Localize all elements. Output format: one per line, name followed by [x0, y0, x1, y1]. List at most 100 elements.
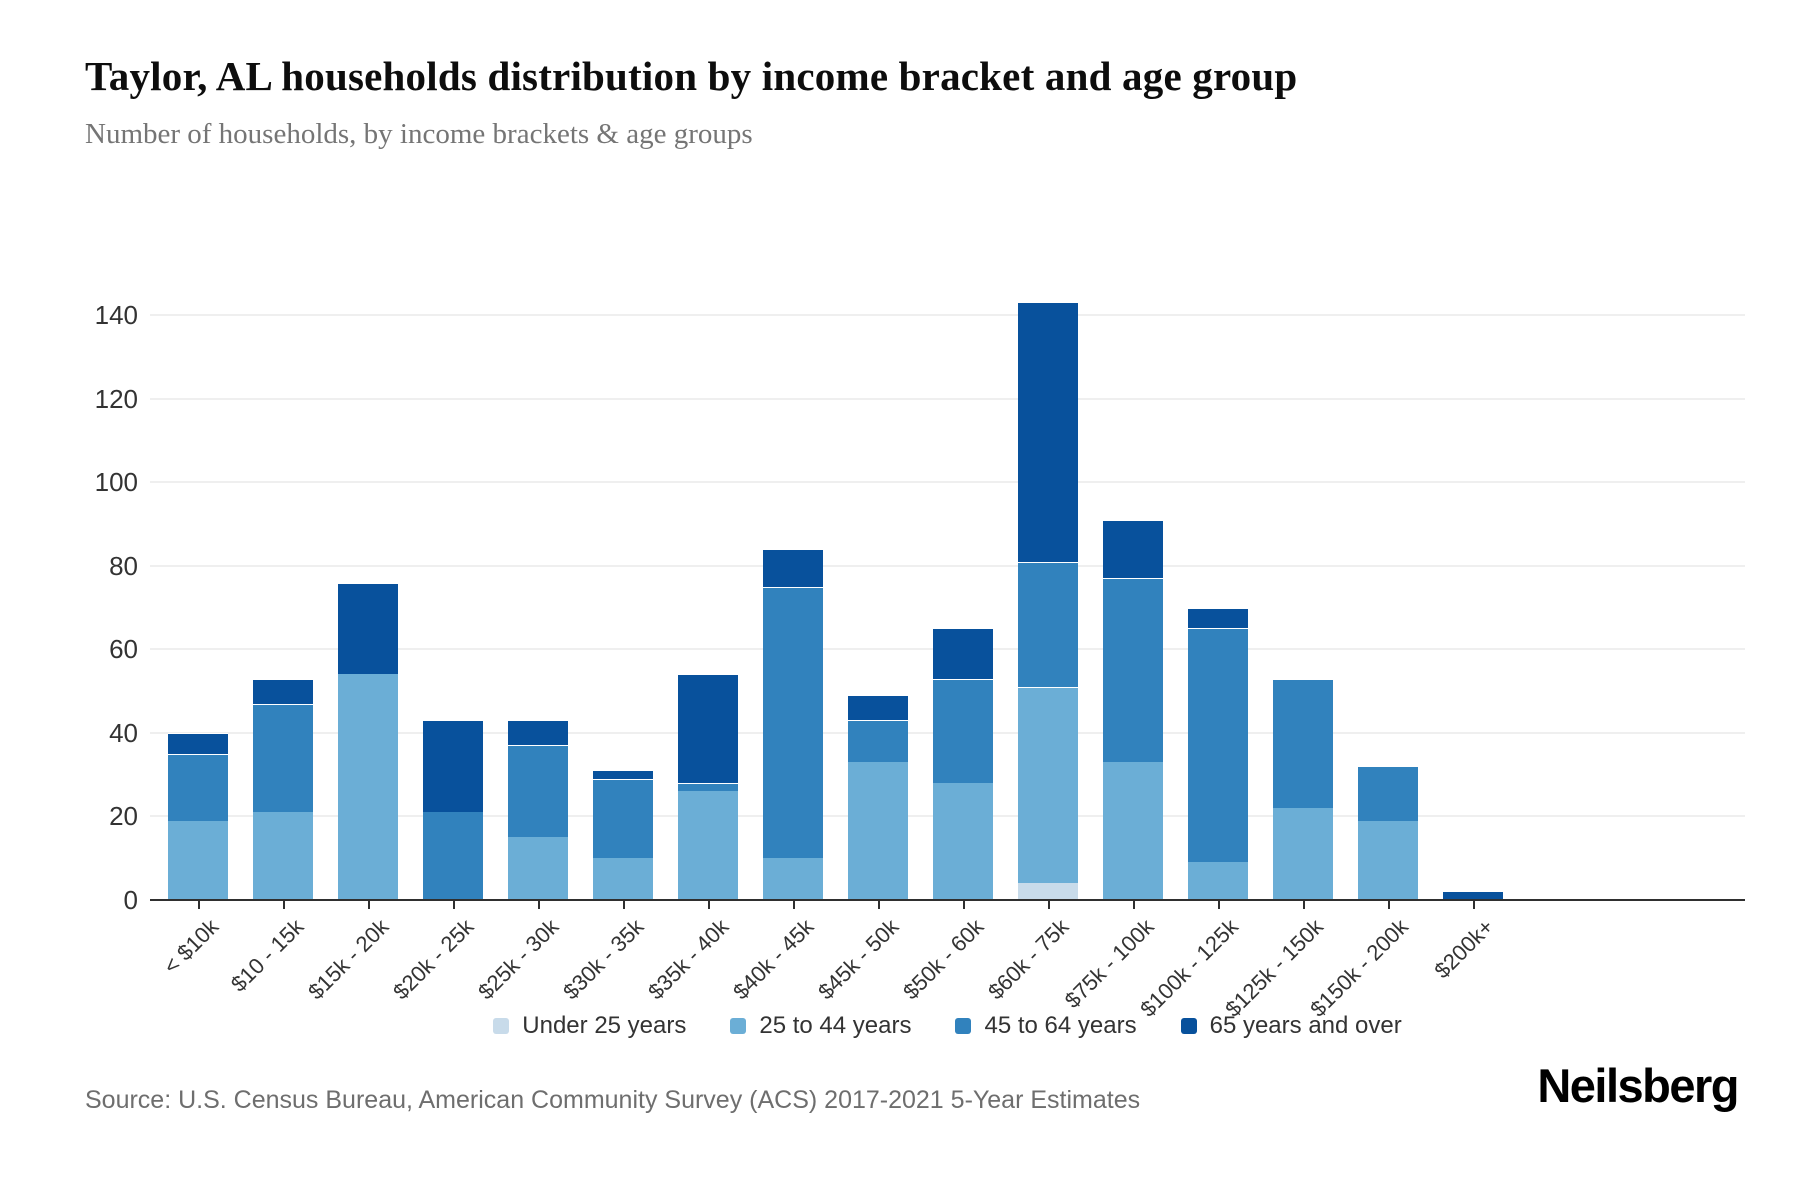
- x-axis-tick: [367, 901, 370, 909]
- bar-segment[interactable]: [1187, 628, 1248, 863]
- bar-segment[interactable]: [422, 812, 483, 900]
- bar-segment[interactable]: [932, 628, 993, 679]
- y-tick-label: 80: [109, 550, 138, 581]
- x-axis-tick: [962, 901, 965, 909]
- gridline-y100: [150, 481, 1745, 484]
- bar-segment[interactable]: [592, 858, 653, 900]
- stacked-bar[interactable]: [1272, 678, 1333, 900]
- bar-segment[interactable]: [1272, 808, 1333, 900]
- bar-segment[interactable]: [167, 753, 228, 821]
- bar-segment[interactable]: [1357, 766, 1418, 821]
- x-category-label: $50k - 60k: [897, 914, 989, 1005]
- bars-layer: < $10k $10 - 15k $15k - 20k $20k - 25k $25k …: [155, 302, 1515, 1022]
- bar-segment[interactable]: [1272, 678, 1333, 809]
- x-category-label: < $10k: [158, 914, 224, 979]
- stacked-bar[interactable]: [932, 628, 993, 900]
- bar-segment[interactable]: [337, 674, 398, 900]
- bar-segment[interactable]: [1017, 883, 1078, 900]
- stacked-bar[interactable]: [847, 695, 908, 900]
- stacked-bar[interactable]: [1357, 766, 1418, 900]
- bar-segment[interactable]: [1102, 519, 1163, 579]
- bar-segment[interactable]: [592, 778, 653, 859]
- x-axis-tick: [792, 901, 795, 909]
- x-axis-tick: [1472, 901, 1475, 909]
- bar-segment[interactable]: [932, 783, 993, 900]
- y-tick-label: 60: [109, 634, 138, 665]
- stacked-bar[interactable]: [762, 549, 823, 900]
- legend-item[interactable]: 25 to 44 years: [730, 1012, 911, 1040]
- bar-segment[interactable]: [762, 586, 823, 859]
- bar-segment[interactable]: [932, 678, 993, 783]
- bar-segment[interactable]: [762, 549, 823, 587]
- stacked-bar[interactable]: [252, 678, 313, 900]
- legend-label: 25 to 44 years: [759, 1012, 912, 1039]
- x-axis-tick: [282, 901, 285, 909]
- x-axis-tick: [197, 901, 200, 909]
- bar-group: $20k - 25k: [388, 315, 495, 1004]
- x-axis-tick: [707, 901, 710, 909]
- bar-segment[interactable]: [1102, 762, 1163, 900]
- x-category-label: $10 - 15k: [225, 914, 309, 997]
- x-axis-tick: [622, 901, 625, 909]
- bar-segment[interactable]: [1357, 820, 1418, 900]
- x-category-label: $15k - 20k: [302, 914, 394, 1005]
- bar-segment[interactable]: [507, 720, 568, 746]
- bar-segment[interactable]: [847, 695, 908, 721]
- bar-segment[interactable]: [1017, 302, 1078, 562]
- stacked-bar[interactable]: [1017, 302, 1078, 900]
- bar-segment[interactable]: [1442, 891, 1503, 900]
- bar-segment[interactable]: [252, 812, 313, 900]
- stacked-bar[interactable]: [422, 720, 483, 900]
- bar-group: $30k - 35k: [558, 315, 665, 1004]
- legend-swatch-icon: [955, 1018, 972, 1034]
- bar-segment[interactable]: [507, 745, 568, 838]
- bar-group: $15k - 20k: [303, 315, 410, 1004]
- legend-label: 65 years and over: [1209, 1012, 1402, 1039]
- bar-segment[interactable]: [252, 678, 313, 704]
- bar-segment[interactable]: [677, 674, 738, 784]
- stacked-bar[interactable]: [167, 732, 228, 900]
- stacked-bar[interactable]: [592, 770, 653, 900]
- x-axis-tick: [877, 901, 880, 909]
- x-axis-tick: [1047, 901, 1050, 909]
- bar-segment[interactable]: [422, 720, 483, 813]
- stacked-bar[interactable]: [1187, 607, 1248, 900]
- source-note: Source: U.S. Census Bureau, American Com…: [85, 1086, 1141, 1114]
- bar-group: $200k+: [1429, 315, 1515, 983]
- bar-segment[interactable]: [507, 837, 568, 900]
- bar-segment[interactable]: [847, 720, 908, 763]
- bar-group: $75k - 100k: [1059, 315, 1175, 1013]
- x-category-label: $60k - 75k: [982, 914, 1074, 1005]
- bar-segment[interactable]: [677, 791, 738, 900]
- y-tick-label: 120: [94, 383, 138, 414]
- stacked-bar[interactable]: [337, 582, 398, 900]
- bar-segment[interactable]: [167, 732, 228, 754]
- y-tick-label: 100: [94, 467, 138, 498]
- bar-group: $10 - 15k: [226, 315, 325, 997]
- bar-segment[interactable]: [677, 783, 738, 792]
- legend-item[interactable]: 45 to 64 years: [955, 1012, 1137, 1040]
- x-category-label: $40k - 45k: [727, 914, 819, 1005]
- bar-segment[interactable]: [847, 762, 908, 900]
- stacked-bar[interactable]: [507, 720, 568, 900]
- stacked-bar[interactable]: [677, 674, 738, 900]
- x-category-label: $30k - 35k: [557, 914, 649, 1005]
- bar-segment[interactable]: [337, 582, 398, 675]
- bar-segment[interactable]: [762, 858, 823, 900]
- bar-group: $60k - 75k: [983, 302, 1090, 1004]
- bar-segment[interactable]: [167, 820, 228, 900]
- legend-item[interactable]: Under 25 years: [493, 1012, 686, 1040]
- bar-segment[interactable]: [1187, 862, 1248, 900]
- bar-segment[interactable]: [1102, 578, 1163, 763]
- stacked-bar[interactable]: [1442, 891, 1503, 900]
- x-axis-tick: [1132, 901, 1135, 909]
- bar-segment[interactable]: [1187, 607, 1248, 629]
- legend-item[interactable]: 65 years and over: [1180, 1012, 1402, 1040]
- bar-segment[interactable]: [1017, 561, 1078, 687]
- bar-segment[interactable]: [592, 770, 653, 779]
- bar-segment[interactable]: [1017, 686, 1078, 884]
- legend-swatch-icon: [493, 1018, 510, 1034]
- bar-segment[interactable]: [252, 703, 313, 813]
- stacked-bar[interactable]: [1102, 519, 1163, 900]
- bar-group: < $10k: [155, 315, 240, 979]
